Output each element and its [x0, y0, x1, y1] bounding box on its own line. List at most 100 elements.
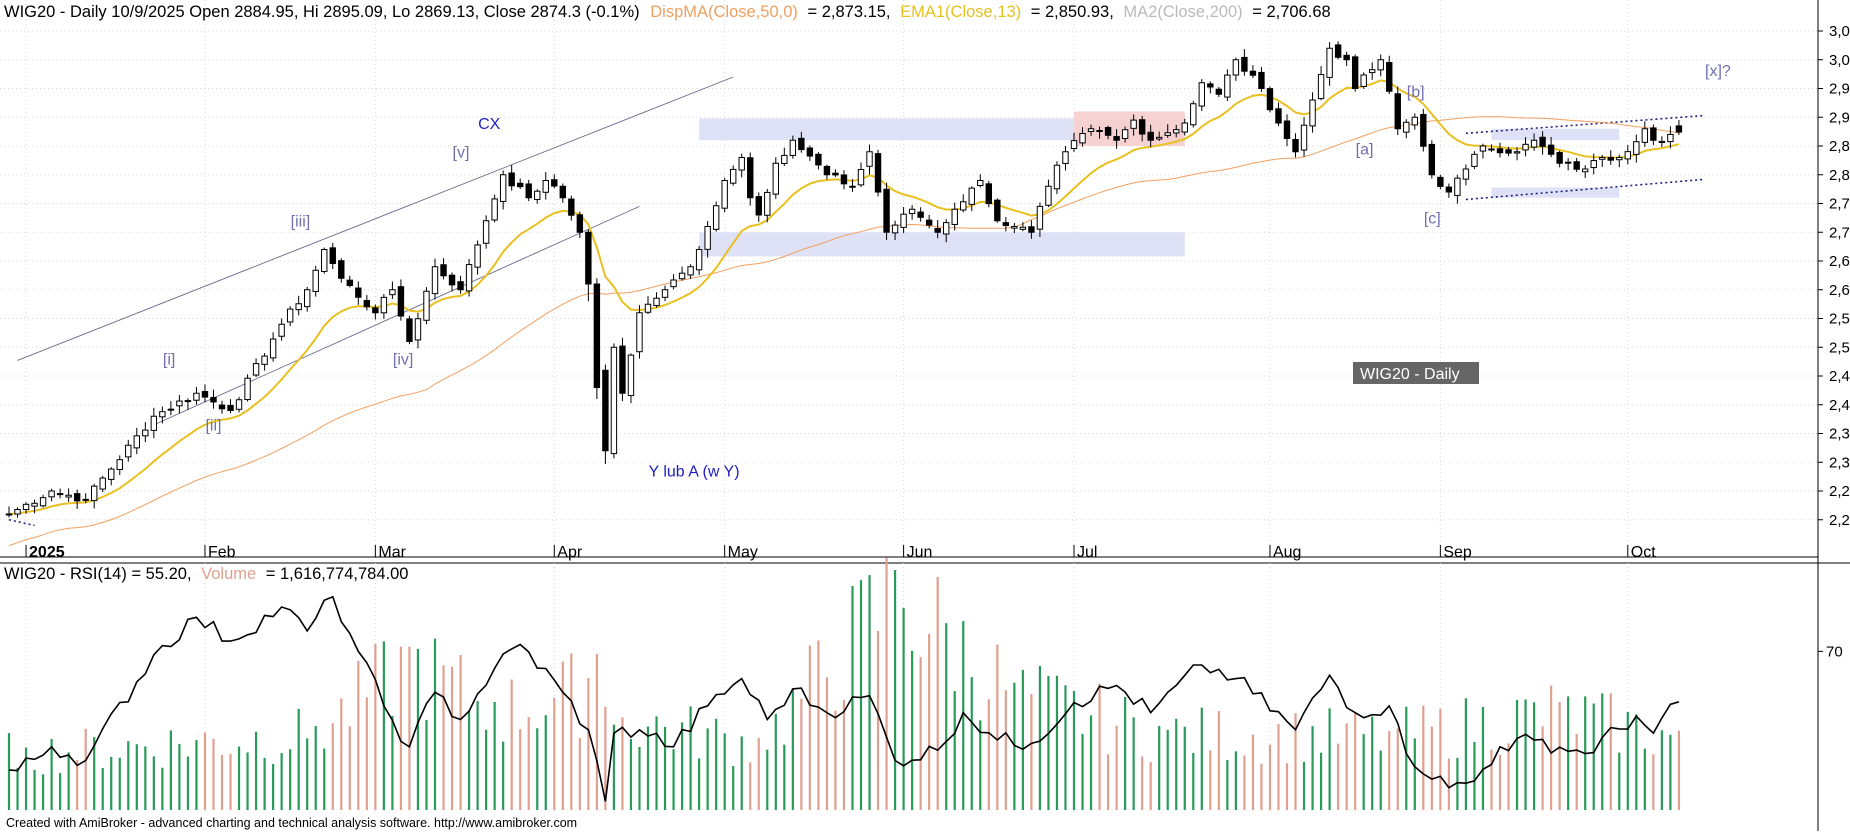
candle	[465, 258, 473, 297]
y-tick-label: 2,550	[1829, 311, 1850, 328]
candle-body-up	[312, 269, 319, 292]
candle-body-up	[1590, 160, 1597, 169]
candle-body-down	[210, 396, 217, 403]
candle	[891, 220, 899, 241]
candle-body-down	[568, 198, 575, 216]
price-zone	[1491, 128, 1620, 141]
candle-body-up	[39, 497, 47, 507]
candle	[1241, 49, 1248, 76]
candle	[1028, 220, 1035, 239]
candle	[1121, 126, 1129, 143]
candle	[295, 295, 302, 316]
candle	[116, 455, 123, 475]
candle	[48, 488, 55, 502]
candle	[1053, 161, 1061, 195]
candle	[1599, 154, 1606, 167]
candle-body-up	[1411, 116, 1418, 126]
candle-body-down	[355, 287, 362, 298]
y-tick-label: 2,300	[1829, 454, 1850, 471]
candle-body-up	[1667, 133, 1674, 143]
candle-body-down	[806, 147, 814, 157]
candle	[1045, 179, 1052, 208]
x-tick-label: 2025	[29, 544, 65, 561]
candle-body-up	[908, 208, 916, 215]
candle-body-up	[687, 266, 694, 276]
candle-body-up	[781, 154, 788, 165]
candle-body-down	[397, 286, 405, 317]
candle-body-down	[1437, 176, 1444, 187]
candle	[1266, 86, 1274, 113]
candle-body-down	[934, 227, 941, 233]
wave-label: [c]	[1424, 211, 1441, 228]
lower-panel-header: WIG20 - RSI(14) = 55.20, Volume = 1,616,…	[4, 565, 408, 583]
candle	[1207, 81, 1214, 94]
dotted-trend-line	[8, 518, 35, 527]
candle-body-up	[1462, 168, 1470, 180]
candle	[1283, 114, 1291, 147]
candle-body-down	[372, 307, 379, 314]
candle-body-up	[968, 187, 975, 205]
candle	[1420, 108, 1427, 152]
y-tick-label: 3,050	[1829, 23, 1850, 40]
candle	[346, 275, 354, 288]
candle-body-up	[5, 513, 13, 516]
wave-labels: [i] [ii] [iii] [iv] [v] CX Y lub A (w Y) [a] [b]…	[163, 63, 1731, 481]
x-tick-label: Apr	[557, 544, 583, 561]
rsi-line	[8, 595, 1680, 802]
candle-body-up	[244, 377, 251, 401]
candle	[1445, 183, 1453, 198]
candle-body-up	[789, 139, 797, 156]
candle-body-up	[474, 244, 481, 268]
candle	[1062, 146, 1069, 171]
candle	[883, 182, 890, 240]
candle	[414, 312, 422, 349]
symbol-badge-text: WIG20 - Daily	[1360, 366, 1460, 383]
candle	[448, 272, 456, 292]
candle	[1556, 150, 1563, 168]
candle	[857, 162, 865, 188]
candle-body-up	[1616, 157, 1623, 161]
candle-body-down	[874, 153, 882, 193]
candle-body-up	[1070, 140, 1078, 150]
candle	[1590, 153, 1597, 175]
candle-body-up	[142, 429, 149, 437]
candle-body-up	[1079, 133, 1086, 144]
candle-body-up	[56, 493, 64, 496]
candle	[82, 493, 89, 504]
candle	[832, 169, 839, 177]
candle	[1036, 202, 1044, 237]
candle-body-up	[150, 415, 158, 431]
candle-body-up	[1564, 161, 1572, 164]
header-ma200-value: = 2,706.68	[1252, 3, 1330, 21]
candle-body-up	[1403, 121, 1410, 133]
candle	[602, 364, 609, 464]
candle-body-up	[1173, 129, 1180, 134]
candle	[1079, 127, 1086, 147]
candle-body-down	[815, 153, 822, 166]
candle-body-up	[193, 392, 200, 401]
candle-body-up	[31, 502, 38, 507]
candle	[943, 219, 950, 243]
candle	[1190, 100, 1197, 128]
candle-body-up	[133, 435, 141, 449]
candle	[977, 174, 984, 188]
candle-body-down	[1258, 71, 1265, 90]
candle	[764, 188, 771, 223]
candle	[627, 353, 635, 404]
candle	[1258, 67, 1265, 92]
candle-body-up	[1317, 74, 1325, 100]
candle-body-up	[1232, 59, 1240, 76]
candle	[1428, 140, 1436, 179]
candle-body-up	[423, 290, 430, 321]
price-panel-header: WIG20 - Daily 10/9/2025 Open 2884.95, Hi…	[4, 3, 1331, 21]
header-ma200-label: MA2(Close,200)	[1123, 3, 1242, 21]
candle-body-down	[1266, 88, 1274, 111]
candle	[1582, 165, 1589, 178]
candle-body-up	[14, 508, 21, 515]
candle-body-up	[857, 168, 865, 186]
candle-body-up	[235, 399, 243, 410]
candle-body-up	[1181, 122, 1188, 133]
candle-body-down	[747, 157, 754, 199]
candle-body-up	[286, 308, 294, 323]
candle	[823, 164, 831, 180]
